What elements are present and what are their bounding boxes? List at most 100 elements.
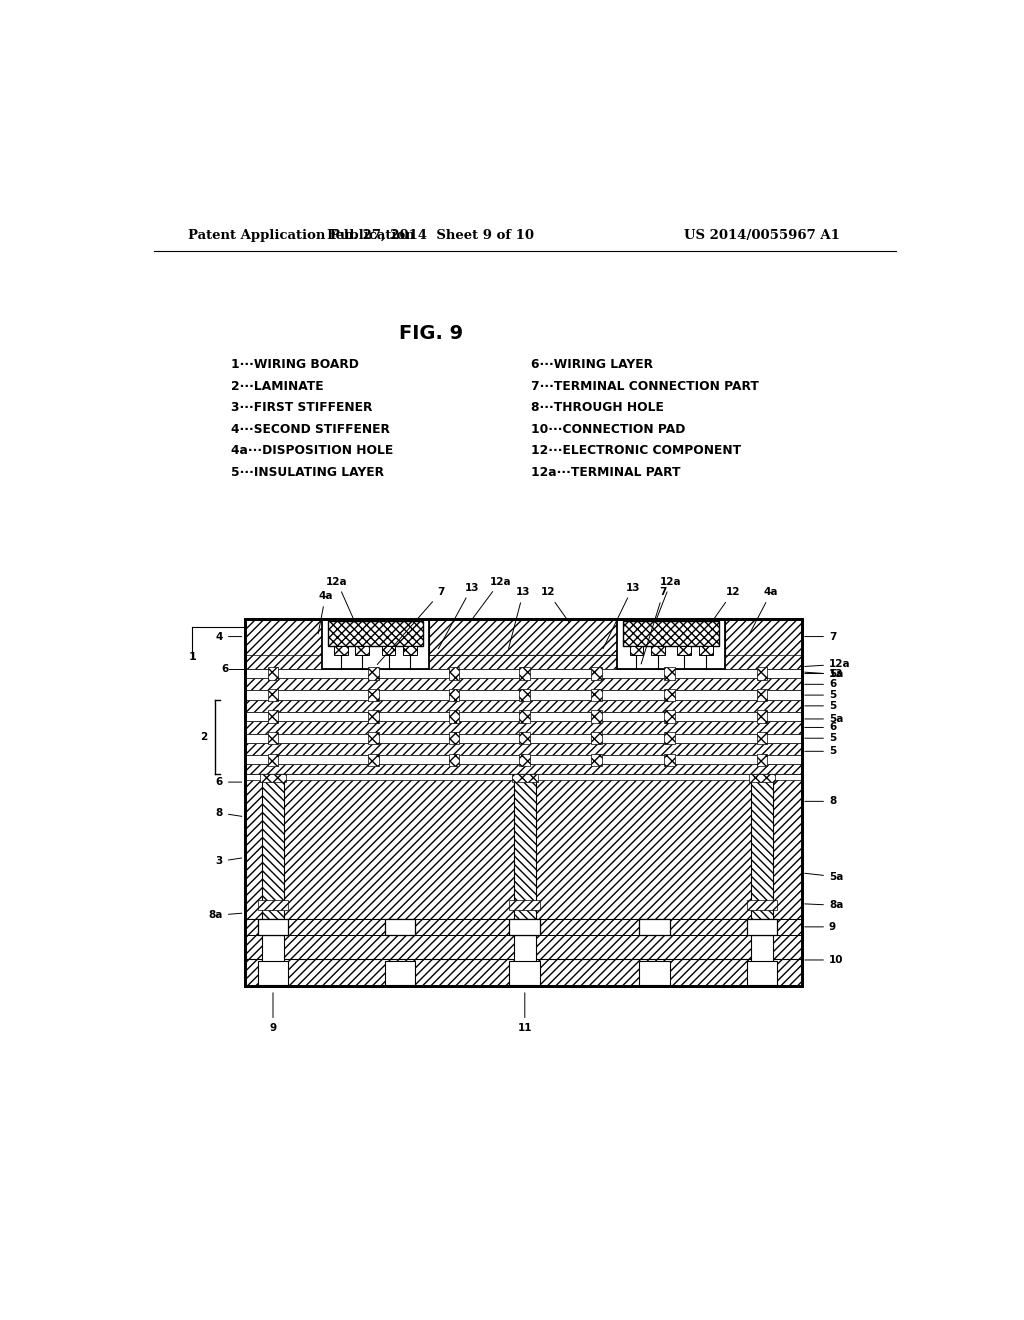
Bar: [512, 775, 538, 781]
Text: 7: 7: [805, 631, 837, 642]
Text: 5a: 5a: [805, 714, 844, 723]
Text: 6···WIRING LAYER: 6···WIRING LAYER: [531, 358, 653, 371]
Bar: [429, 619, 617, 655]
Bar: [752, 935, 773, 986]
Bar: [245, 775, 802, 919]
Text: 6: 6: [216, 777, 242, 787]
Bar: [322, 619, 429, 669]
Bar: [267, 668, 279, 680]
Bar: [245, 655, 802, 669]
Bar: [746, 900, 777, 909]
Bar: [624, 622, 719, 645]
Bar: [368, 668, 379, 680]
Bar: [514, 775, 536, 919]
Text: 3: 3: [216, 857, 242, 866]
Bar: [245, 619, 802, 986]
Text: 5a: 5a: [805, 871, 844, 882]
Bar: [519, 668, 530, 680]
Text: Patent Application Publication: Patent Application Publication: [188, 228, 415, 242]
Bar: [245, 775, 802, 780]
Bar: [591, 689, 602, 701]
Text: 5···INSULATING LAYER: 5···INSULATING LAYER: [230, 466, 384, 479]
Bar: [449, 710, 460, 723]
Text: 12a: 12a: [805, 659, 851, 669]
Bar: [519, 710, 530, 723]
Bar: [245, 619, 322, 655]
Text: 8···THROUGH HOLE: 8···THROUGH HOLE: [531, 401, 664, 414]
Bar: [449, 668, 460, 680]
Text: 8a: 8a: [805, 900, 844, 911]
Bar: [385, 919, 416, 935]
Text: 4a: 4a: [318, 591, 333, 634]
Bar: [591, 754, 602, 766]
Text: 12a: 12a: [469, 577, 511, 623]
Text: 11: 11: [517, 993, 532, 1034]
Bar: [245, 960, 802, 986]
Bar: [245, 755, 802, 764]
Text: 8a: 8a: [209, 911, 242, 920]
Bar: [245, 678, 802, 690]
Bar: [757, 710, 767, 723]
Bar: [519, 689, 530, 701]
Bar: [368, 710, 379, 723]
Bar: [245, 721, 802, 734]
Bar: [245, 619, 802, 986]
Bar: [665, 668, 675, 680]
Text: 3···FIRST STIFFENER: 3···FIRST STIFFENER: [230, 401, 372, 414]
Bar: [449, 754, 460, 766]
Bar: [591, 668, 602, 680]
Text: 12···ELECTRONIC COMPONENT: 12···ELECTRONIC COMPONENT: [531, 445, 741, 458]
Text: 6: 6: [805, 680, 837, 689]
Bar: [334, 645, 348, 655]
Text: 12a: 12a: [326, 577, 355, 623]
Bar: [267, 710, 279, 723]
Bar: [382, 645, 395, 655]
Text: 7: 7: [377, 587, 444, 664]
Bar: [245, 764, 802, 775]
Bar: [725, 619, 802, 655]
Text: 2: 2: [201, 731, 208, 742]
Text: 8: 8: [216, 808, 242, 818]
Bar: [746, 961, 777, 985]
Text: 4···SECOND STIFFENER: 4···SECOND STIFFENER: [230, 422, 389, 436]
Text: 5a: 5a: [805, 668, 844, 678]
Bar: [260, 775, 286, 781]
Bar: [509, 900, 541, 909]
Bar: [749, 775, 775, 781]
Bar: [639, 961, 670, 985]
Bar: [665, 689, 675, 701]
Bar: [245, 700, 802, 711]
Text: 13: 13: [805, 669, 844, 680]
Bar: [245, 919, 802, 935]
Bar: [677, 645, 691, 655]
Text: 13: 13: [603, 582, 640, 648]
Text: 7: 7: [641, 587, 667, 664]
Text: 5: 5: [805, 746, 837, 756]
Text: 13: 13: [438, 582, 479, 648]
Bar: [757, 689, 767, 701]
Text: Feb. 27, 2014  Sheet 9 of 10: Feb. 27, 2014 Sheet 9 of 10: [328, 228, 535, 242]
Bar: [267, 754, 279, 766]
Bar: [746, 919, 777, 935]
Bar: [245, 711, 802, 721]
Text: 1···WIRING BOARD: 1···WIRING BOARD: [230, 358, 358, 371]
Bar: [258, 900, 289, 909]
Bar: [509, 919, 541, 935]
Bar: [752, 775, 773, 919]
Bar: [449, 733, 460, 744]
Bar: [639, 919, 670, 935]
Bar: [368, 733, 379, 744]
Text: 5: 5: [805, 733, 837, 743]
Text: FIG. 9: FIG. 9: [398, 325, 463, 343]
Bar: [245, 935, 802, 960]
Text: 4a: 4a: [750, 587, 778, 634]
Bar: [617, 619, 725, 669]
Bar: [665, 733, 675, 744]
Text: 10: 10: [805, 954, 844, 965]
Bar: [757, 668, 767, 680]
Bar: [245, 743, 802, 755]
Bar: [591, 733, 602, 744]
Bar: [509, 961, 541, 985]
Bar: [245, 690, 802, 700]
Text: 12a···TERMINAL PART: 12a···TERMINAL PART: [531, 466, 681, 479]
